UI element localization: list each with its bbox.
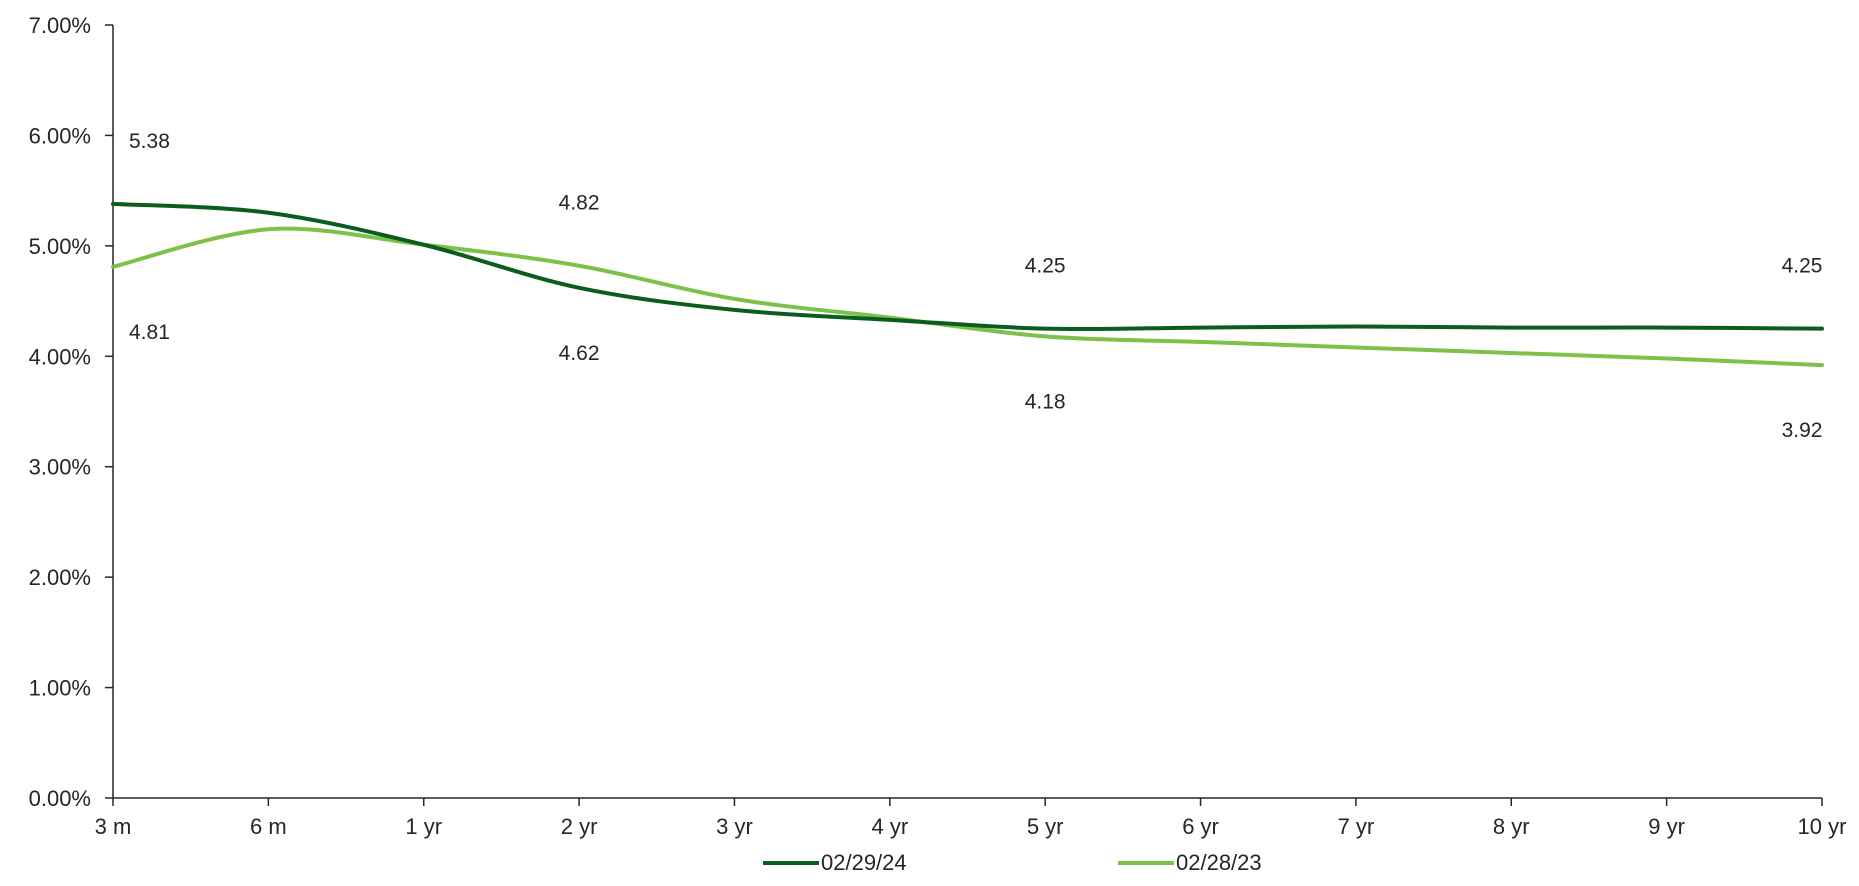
x-tick-label: 2 yr	[561, 814, 598, 839]
y-tick-label: 7.00%	[29, 13, 91, 38]
x-tick-label: 3 yr	[716, 814, 753, 839]
data-label-s0-3: 4.62	[559, 342, 600, 365]
data-label-s0-11: 4.25	[1782, 255, 1823, 278]
y-tick-label: 4.00%	[29, 344, 91, 369]
x-tick-label: 7 yr	[1338, 814, 1375, 839]
series-line-1	[111, 226, 1824, 368]
data-label-s1-3: 4.82	[559, 192, 600, 215]
x-tick-label: 4 yr	[871, 814, 908, 839]
legend: 02/29/24 02/28/23	[763, 850, 1262, 875]
x-tick-label: 9 yr	[1648, 814, 1685, 839]
y-tick-label: 0.00%	[29, 786, 91, 811]
x-tick-label: 5 yr	[1027, 814, 1064, 839]
x-tick-label: 1 yr	[405, 814, 442, 839]
y-tick-label: 6.00%	[29, 123, 91, 148]
y-tick-label: 5.00%	[29, 234, 91, 259]
data-label-s0-6: 4.25	[1025, 255, 1066, 278]
x-tick-label: 3 m	[95, 814, 132, 839]
x-tick-label: 10 yr	[1798, 814, 1847, 839]
data-labels-layer: 5.38 4.62 4.25 4.25 4.81 4.82 4.18 3.92	[129, 130, 1822, 442]
y-tick-label: 1.00%	[29, 676, 91, 701]
x-tick-label: 6 yr	[1182, 814, 1219, 839]
data-label-s1-6: 4.18	[1025, 390, 1066, 413]
data-label-s0-0: 5.38	[129, 130, 170, 153]
y-tick-label: 3.00%	[29, 455, 91, 480]
series-line-0	[111, 201, 1824, 332]
data-label-s1-0: 4.81	[129, 321, 170, 344]
x-tick-label: 8 yr	[1493, 814, 1530, 839]
axes-layer: 0.00% 1.00% 2.00% 3.00% 4.00% 5.00% 6.00% 7.00%…	[29, 13, 1847, 839]
y-tick-label: 2.00%	[29, 565, 91, 590]
legend-label-0: 02/29/24	[821, 850, 907, 875]
x-tick-label: 6 m	[250, 814, 287, 839]
data-label-s1-11: 3.92	[1782, 419, 1823, 442]
series-layer	[111, 201, 1824, 368]
legend-label-1: 02/28/23	[1176, 850, 1262, 875]
